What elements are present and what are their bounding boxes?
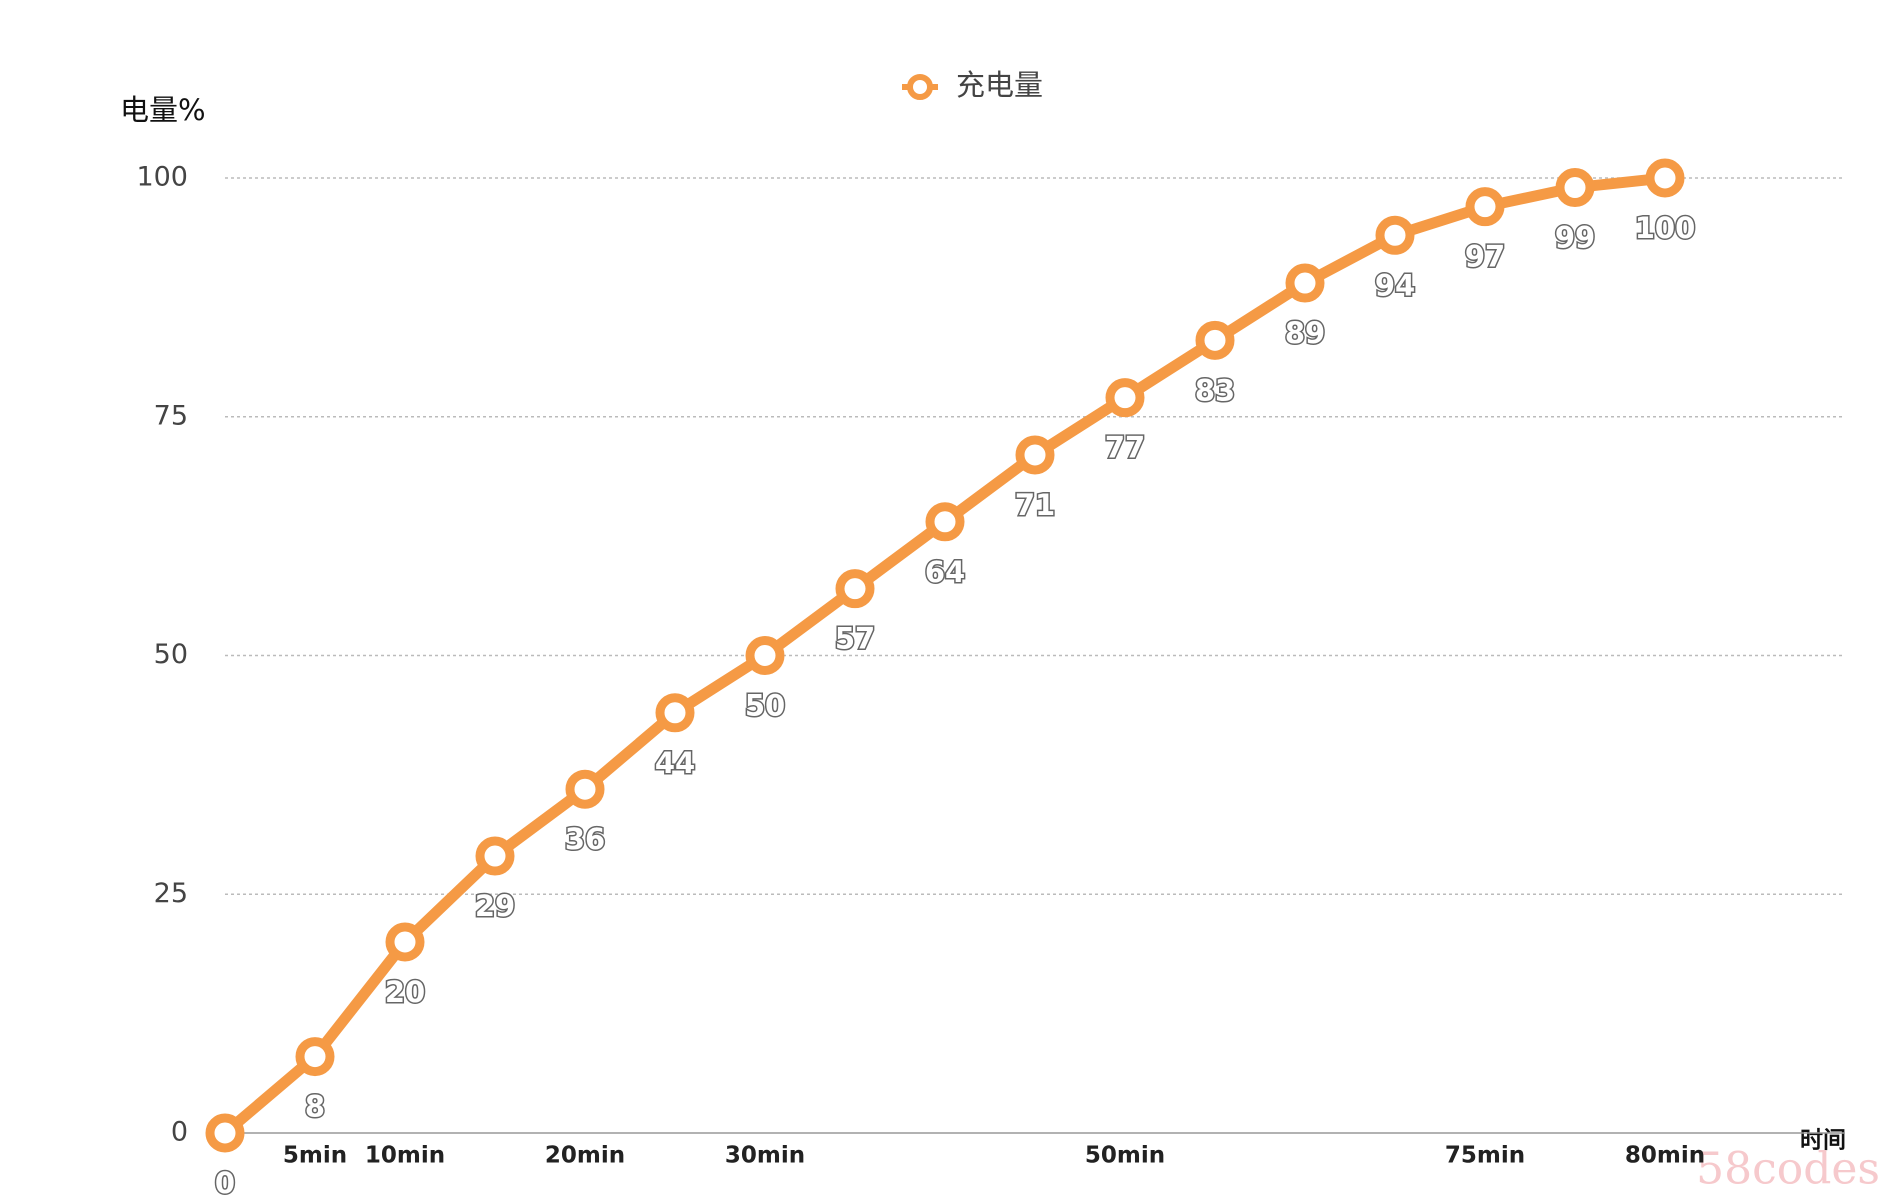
value-label: 57 xyxy=(835,622,875,656)
data-point xyxy=(1015,435,1055,475)
value-label: 50 xyxy=(745,689,785,723)
data-point xyxy=(1555,168,1595,208)
data-point xyxy=(205,1113,245,1153)
x-tick-label: 80min xyxy=(1625,1143,1705,1169)
y-tick-label: 75 xyxy=(154,400,188,431)
value-label: 8 xyxy=(305,1090,325,1124)
value-label: 83 xyxy=(1195,373,1235,407)
data-point xyxy=(385,922,425,962)
data-point xyxy=(1285,263,1325,303)
data-point xyxy=(1375,215,1415,255)
data-point xyxy=(565,769,605,809)
y-axis-title: 电量% xyxy=(120,93,206,127)
x-axis-title: 时间 xyxy=(1800,1128,1846,1154)
y-tick-label: 0 xyxy=(171,1117,188,1148)
x-tick-label: 30min xyxy=(725,1143,805,1169)
y-tick-label: 50 xyxy=(154,639,188,670)
x-tick-label: 50min xyxy=(1085,1143,1165,1169)
value-label: 100 xyxy=(1635,211,1696,245)
data-point xyxy=(1195,320,1235,360)
value-label: 44 xyxy=(655,746,695,780)
x-tick-label: 10min xyxy=(365,1143,445,1169)
value-label: 77 xyxy=(1105,431,1145,465)
y-tick-label: 25 xyxy=(154,878,188,909)
data-point xyxy=(655,693,695,733)
x-tick-label: 5min xyxy=(283,1143,347,1169)
watermark: 58codes xyxy=(1696,1144,1880,1195)
data-point xyxy=(835,569,875,609)
data-point xyxy=(745,636,785,675)
value-label: 99 xyxy=(1555,221,1595,255)
value-label: 71 xyxy=(1015,488,1055,522)
value-label: 89 xyxy=(1285,316,1325,350)
value-label: 97 xyxy=(1465,240,1505,274)
x-tick-label: 75min xyxy=(1445,1143,1525,1169)
value-label: 94 xyxy=(1375,268,1415,302)
data-point xyxy=(1645,158,1685,198)
y-tick-label: 100 xyxy=(136,162,188,193)
value-label: 64 xyxy=(925,555,965,589)
data-point xyxy=(1465,187,1505,227)
data-point xyxy=(925,502,965,542)
x-tick-label: 20min xyxy=(545,1143,625,1169)
data-point xyxy=(295,1037,335,1077)
value-label: 36 xyxy=(565,822,605,856)
data-point xyxy=(475,836,515,876)
value-label: 0 xyxy=(215,1166,235,1200)
data-point xyxy=(1105,378,1145,418)
legend-marker xyxy=(907,74,933,100)
value-label: 29 xyxy=(475,889,515,923)
value-label: 20 xyxy=(385,975,425,1009)
legend-label: 充电量 xyxy=(956,68,1043,102)
